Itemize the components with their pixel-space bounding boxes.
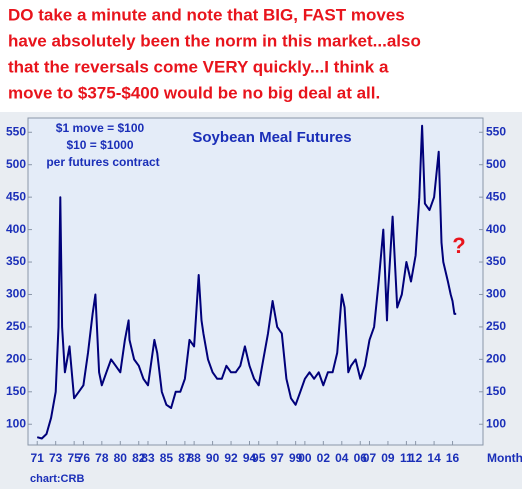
x-tick-label: 82 bbox=[132, 451, 146, 465]
x-tick-label: 04 bbox=[335, 451, 349, 465]
y2-tick-label: 300 bbox=[486, 287, 506, 301]
y-tick-label: 200 bbox=[6, 352, 26, 366]
price-line bbox=[36, 124, 457, 440]
title-line: DO take a minute and note that BIG, FAST… bbox=[8, 5, 405, 24]
x-tick-label: 14 bbox=[427, 451, 441, 465]
annotation: $1 move = $100 bbox=[56, 121, 145, 135]
title-line: move to $375-$400 would be no big deal a… bbox=[8, 83, 380, 102]
y-tick-label: 500 bbox=[6, 157, 26, 171]
y2-tick-label: 500 bbox=[486, 157, 506, 171]
y-tick-label: 450 bbox=[6, 189, 26, 203]
x-tick-label: 02 bbox=[317, 451, 331, 465]
x-tick-label: 99 bbox=[289, 451, 303, 465]
x-tick-label: 95 bbox=[252, 451, 266, 465]
y2-tick-label: 400 bbox=[486, 222, 506, 236]
title: DO take a minute and note that BIG, FAST… bbox=[8, 5, 421, 102]
x-tick-label: 80 bbox=[114, 451, 128, 465]
x-tick-label: 00 bbox=[298, 451, 312, 465]
chart-subtitle: Soybean Meal Futures bbox=[192, 129, 351, 146]
x-tick-label: 97 bbox=[271, 451, 285, 465]
x-tick-label: 71 bbox=[31, 451, 45, 465]
y-tick-label: 550 bbox=[6, 124, 26, 138]
x-tick-label: 09 bbox=[381, 451, 395, 465]
y-tick-label: 350 bbox=[6, 254, 26, 268]
y2-tick-label: 350 bbox=[486, 254, 506, 268]
question-mark: ? bbox=[452, 233, 465, 258]
x-tick-label: 90 bbox=[206, 451, 220, 465]
annotation: $10 = $1000 bbox=[66, 138, 133, 152]
x-tick-label: 11 bbox=[400, 451, 413, 465]
y-tick-label: 400 bbox=[6, 222, 26, 236]
title-line: that the reversals come VERY quickly...I… bbox=[8, 57, 389, 76]
x-tick-label: 92 bbox=[224, 451, 238, 465]
y-tick-label: 250 bbox=[6, 319, 26, 333]
y2-tick-label: 150 bbox=[486, 384, 506, 398]
x-tick-label: 12 bbox=[409, 451, 423, 465]
x-tick-label: 75 bbox=[67, 451, 81, 465]
x-axis-label: Monthly bbox=[487, 451, 522, 465]
x-tick-label: 88 bbox=[187, 451, 201, 465]
x-tick-label: 83 bbox=[141, 451, 155, 465]
x-tick-label: 85 bbox=[160, 451, 174, 465]
source: chart:CRB bbox=[30, 473, 84, 485]
y-tick-label: 150 bbox=[6, 384, 26, 398]
y-tick-label: 300 bbox=[6, 287, 26, 301]
x-tick-label: 07 bbox=[363, 451, 377, 465]
x-tick-label: 78 bbox=[95, 451, 109, 465]
y2-tick-label: 250 bbox=[486, 319, 506, 333]
x-tick-label: 76 bbox=[77, 451, 91, 465]
title-line: have absolutely been the norm in this ma… bbox=[8, 31, 421, 50]
y-tick-label: 100 bbox=[6, 416, 26, 430]
annotation: per futures contract bbox=[46, 155, 159, 169]
plot-area bbox=[27, 117, 484, 446]
x-tick-label: 73 bbox=[49, 451, 63, 465]
x-tick-label: 06 bbox=[354, 451, 368, 465]
y2-tick-label: 100 bbox=[486, 416, 506, 430]
y2-tick-label: 450 bbox=[486, 189, 506, 203]
x-tick-label: 87 bbox=[178, 451, 192, 465]
x-tick-label: 16 bbox=[446, 451, 460, 465]
y2-tick-label: 200 bbox=[486, 352, 506, 366]
x-tick-label: 94 bbox=[243, 451, 257, 465]
y2-tick-label: 550 bbox=[486, 124, 506, 138]
title-panel bbox=[0, 0, 522, 112]
